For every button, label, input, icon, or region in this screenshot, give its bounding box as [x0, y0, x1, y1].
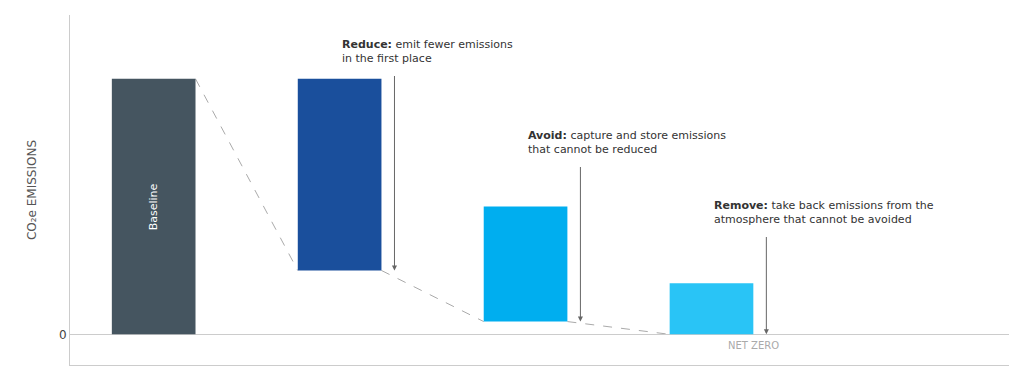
- svg-text:CO₂e EMISSIONS: CO₂e EMISSIONS: [25, 140, 39, 240]
- svg-text:Remove: take back emissions fr: Remove: take back emissions from theatmo…: [714, 199, 934, 226]
- svg-text:Avoid: capture and store emiss: Avoid: capture and store emissionsthat c…: [528, 129, 726, 156]
- svg-text:0: 0: [59, 328, 67, 342]
- svg-text:NET ZERO: NET ZERO: [728, 340, 779, 351]
- svg-text:Reduce: emit fewer emissionsin: Reduce: emit fewer emissionsin the first…: [342, 38, 513, 65]
- svg-text:Baseline: Baseline: [147, 183, 160, 230]
